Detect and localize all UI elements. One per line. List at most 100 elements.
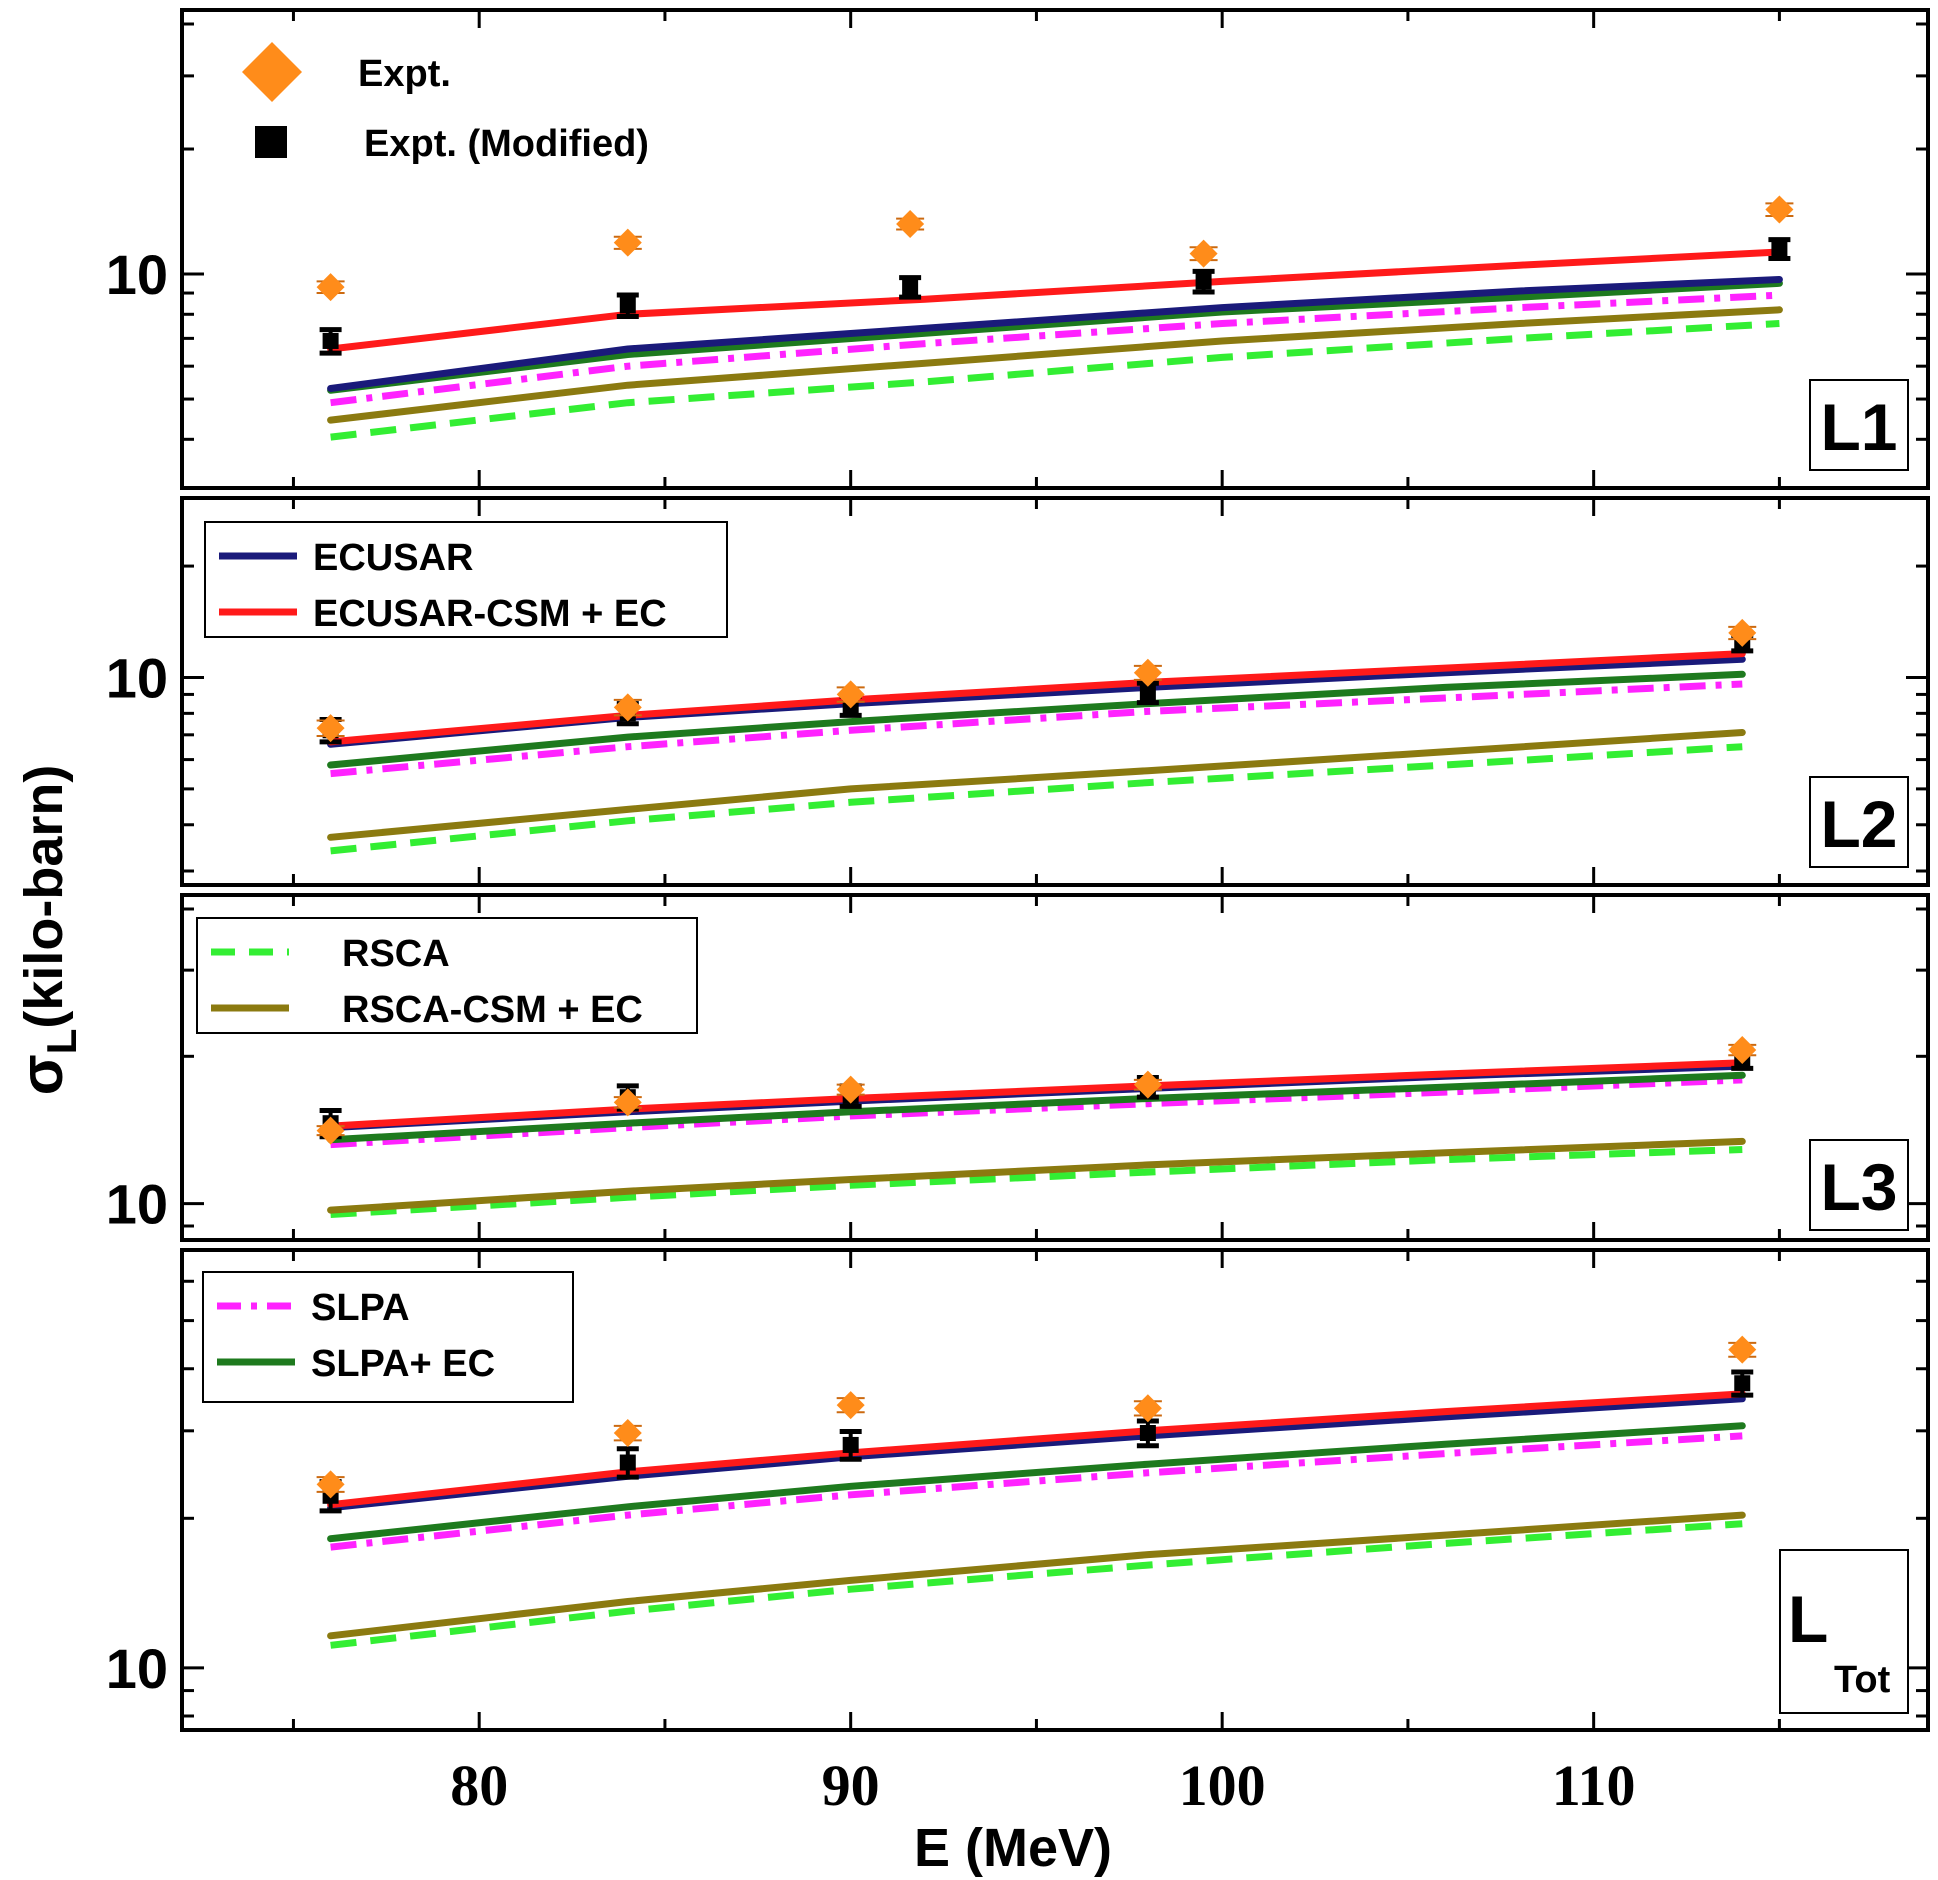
y-axis-title-unit: (kilo-barn) — [14, 765, 74, 1029]
expt-marker — [316, 714, 345, 743]
expt-marker — [316, 273, 345, 302]
series-line-slpa — [330, 291, 1780, 407]
series-line-slpa-ec — [327, 1071, 1746, 1144]
y-axis-title-sigma: σ — [8, 1054, 75, 1095]
x-tick-label: 90 — [822, 1753, 880, 1818]
expt-points — [316, 1335, 1757, 1499]
expt-marker — [1133, 1394, 1162, 1423]
legend-label: ECUSAR-CSM + EC — [313, 593, 667, 635]
series-line-slpa — [330, 1076, 1743, 1149]
series-line-ecusar-csm-ec — [327, 1059, 1746, 1130]
expt-marker — [1133, 658, 1162, 687]
legend: RSCA RSCA-CSM + EC — [196, 917, 698, 1034]
y-tick-label: 10 — [106, 1637, 168, 1700]
legend-label: RSCA — [342, 933, 450, 975]
series-line-rsca — [330, 1146, 1743, 1218]
legend-marker-square — [255, 126, 287, 158]
series-line-slpa-ec — [327, 670, 1746, 769]
y-tick-label: 10 — [106, 1173, 168, 1236]
panel-tag: L2 — [1809, 776, 1909, 868]
y-ticks — [182, 564, 1928, 873]
expt-marker — [316, 1470, 345, 1499]
series-line-ecusar-csm-ec — [327, 248, 1783, 353]
series-line-ecusar — [327, 1395, 1746, 1512]
legend-box — [196, 917, 698, 1034]
legend-label: SLPA — [311, 1287, 410, 1329]
legend-marker-diamond — [242, 42, 302, 102]
series-line-rsca-csm-ec — [327, 1511, 1746, 1640]
expt-marker — [613, 693, 642, 722]
expt-marker — [836, 1391, 865, 1420]
expt-modified-marker — [322, 332, 339, 349]
series-line-slpa-ec — [327, 279, 1783, 394]
expt-modified-marker — [1139, 684, 1156, 701]
expt-marker — [1728, 618, 1757, 647]
x-ticks — [291, 895, 1781, 1240]
legend-box — [204, 521, 728, 638]
series-group — [327, 248, 1783, 441]
expt-modified-marker — [1139, 1424, 1156, 1441]
y-ticks — [182, 22, 1928, 441]
y-axis-title: σL(kilo-barn) — [8, 765, 85, 1096]
expt-marker — [613, 1088, 642, 1117]
series-line-rsca — [330, 320, 1780, 441]
panel-l2: 10 L2 ECUSAR ECUSAR-CSM + EC — [106, 496, 1930, 887]
expt-modified-marker — [619, 297, 636, 314]
series-line-rsca-csm-ec — [327, 306, 1783, 424]
series-line-slpa — [330, 680, 1743, 778]
legend-label: SLPA+ EC — [311, 1343, 495, 1385]
legend-label: RSCA-CSM + EC — [342, 989, 643, 1031]
expt-marker — [613, 1418, 642, 1447]
x-ticks — [291, 498, 1781, 885]
legend-label: ECUSAR — [313, 537, 473, 579]
panel-tag-label: L1 — [1820, 390, 1897, 464]
panel-l1: 10 L1 Expt. Expt. (Modified) — [106, 8, 1930, 490]
series-line-ecusar — [327, 276, 1783, 392]
series-group — [327, 1059, 1746, 1218]
legend-label: Expt. — [358, 53, 451, 95]
panel-tag: L3 — [1809, 1139, 1909, 1231]
expt-marker — [1765, 195, 1794, 224]
x-ticks — [291, 10, 1781, 488]
series-line-rsca-csm-ec — [327, 1137, 1746, 1214]
expt-marker — [896, 209, 925, 238]
panel-tag-box — [1809, 1139, 1909, 1231]
expt-modified-marker — [1771, 240, 1788, 257]
panel-frame — [180, 1248, 1930, 1732]
panel-frame — [180, 496, 1930, 887]
x-tick-label: 100 — [1179, 1753, 1266, 1818]
x-tick-label: 110 — [1552, 1753, 1636, 1818]
series-line-ecusar — [327, 1062, 1746, 1132]
series-line-rsca — [330, 743, 1743, 855]
expt-modified-marker — [842, 1436, 859, 1453]
legend: SLPA SLPA+ EC — [202, 1271, 574, 1403]
expt-points — [316, 195, 1794, 302]
panel-tag-box — [1809, 379, 1909, 471]
panel-tag-subscript: Tot — [1834, 1659, 1891, 1701]
series-line-rsca-csm-ec — [327, 729, 1746, 841]
panel-tag-label: L — [1788, 1582, 1828, 1656]
panel-tag-label: L3 — [1820, 1150, 1897, 1224]
expt-marker — [1189, 239, 1218, 268]
panel-tag-box — [1779, 1549, 1909, 1714]
x-tick-label: 80 — [450, 1753, 508, 1818]
series-group — [327, 650, 1746, 855]
svg-text:σL(kilo-barn): σL(kilo-barn) — [8, 765, 85, 1096]
y-ticks — [182, 1279, 1928, 1718]
legend-box — [202, 1271, 574, 1403]
expt-marker — [836, 680, 865, 709]
y-tick-label: 10 — [106, 243, 168, 306]
expt-marker — [1728, 1036, 1757, 1065]
expt-modified-points — [319, 237, 1791, 356]
legend: ECUSAR ECUSAR-CSM + EC — [204, 521, 728, 638]
y-ticks — [182, 907, 1928, 1228]
series-line-ecusar — [327, 655, 1746, 748]
y-tick-label: 10 — [106, 646, 168, 709]
expt-modified-marker — [1734, 1375, 1751, 1392]
expt-marker — [1728, 1335, 1757, 1364]
series-line-rsca — [330, 1520, 1743, 1649]
series-line-slpa-ec — [327, 1422, 1746, 1543]
